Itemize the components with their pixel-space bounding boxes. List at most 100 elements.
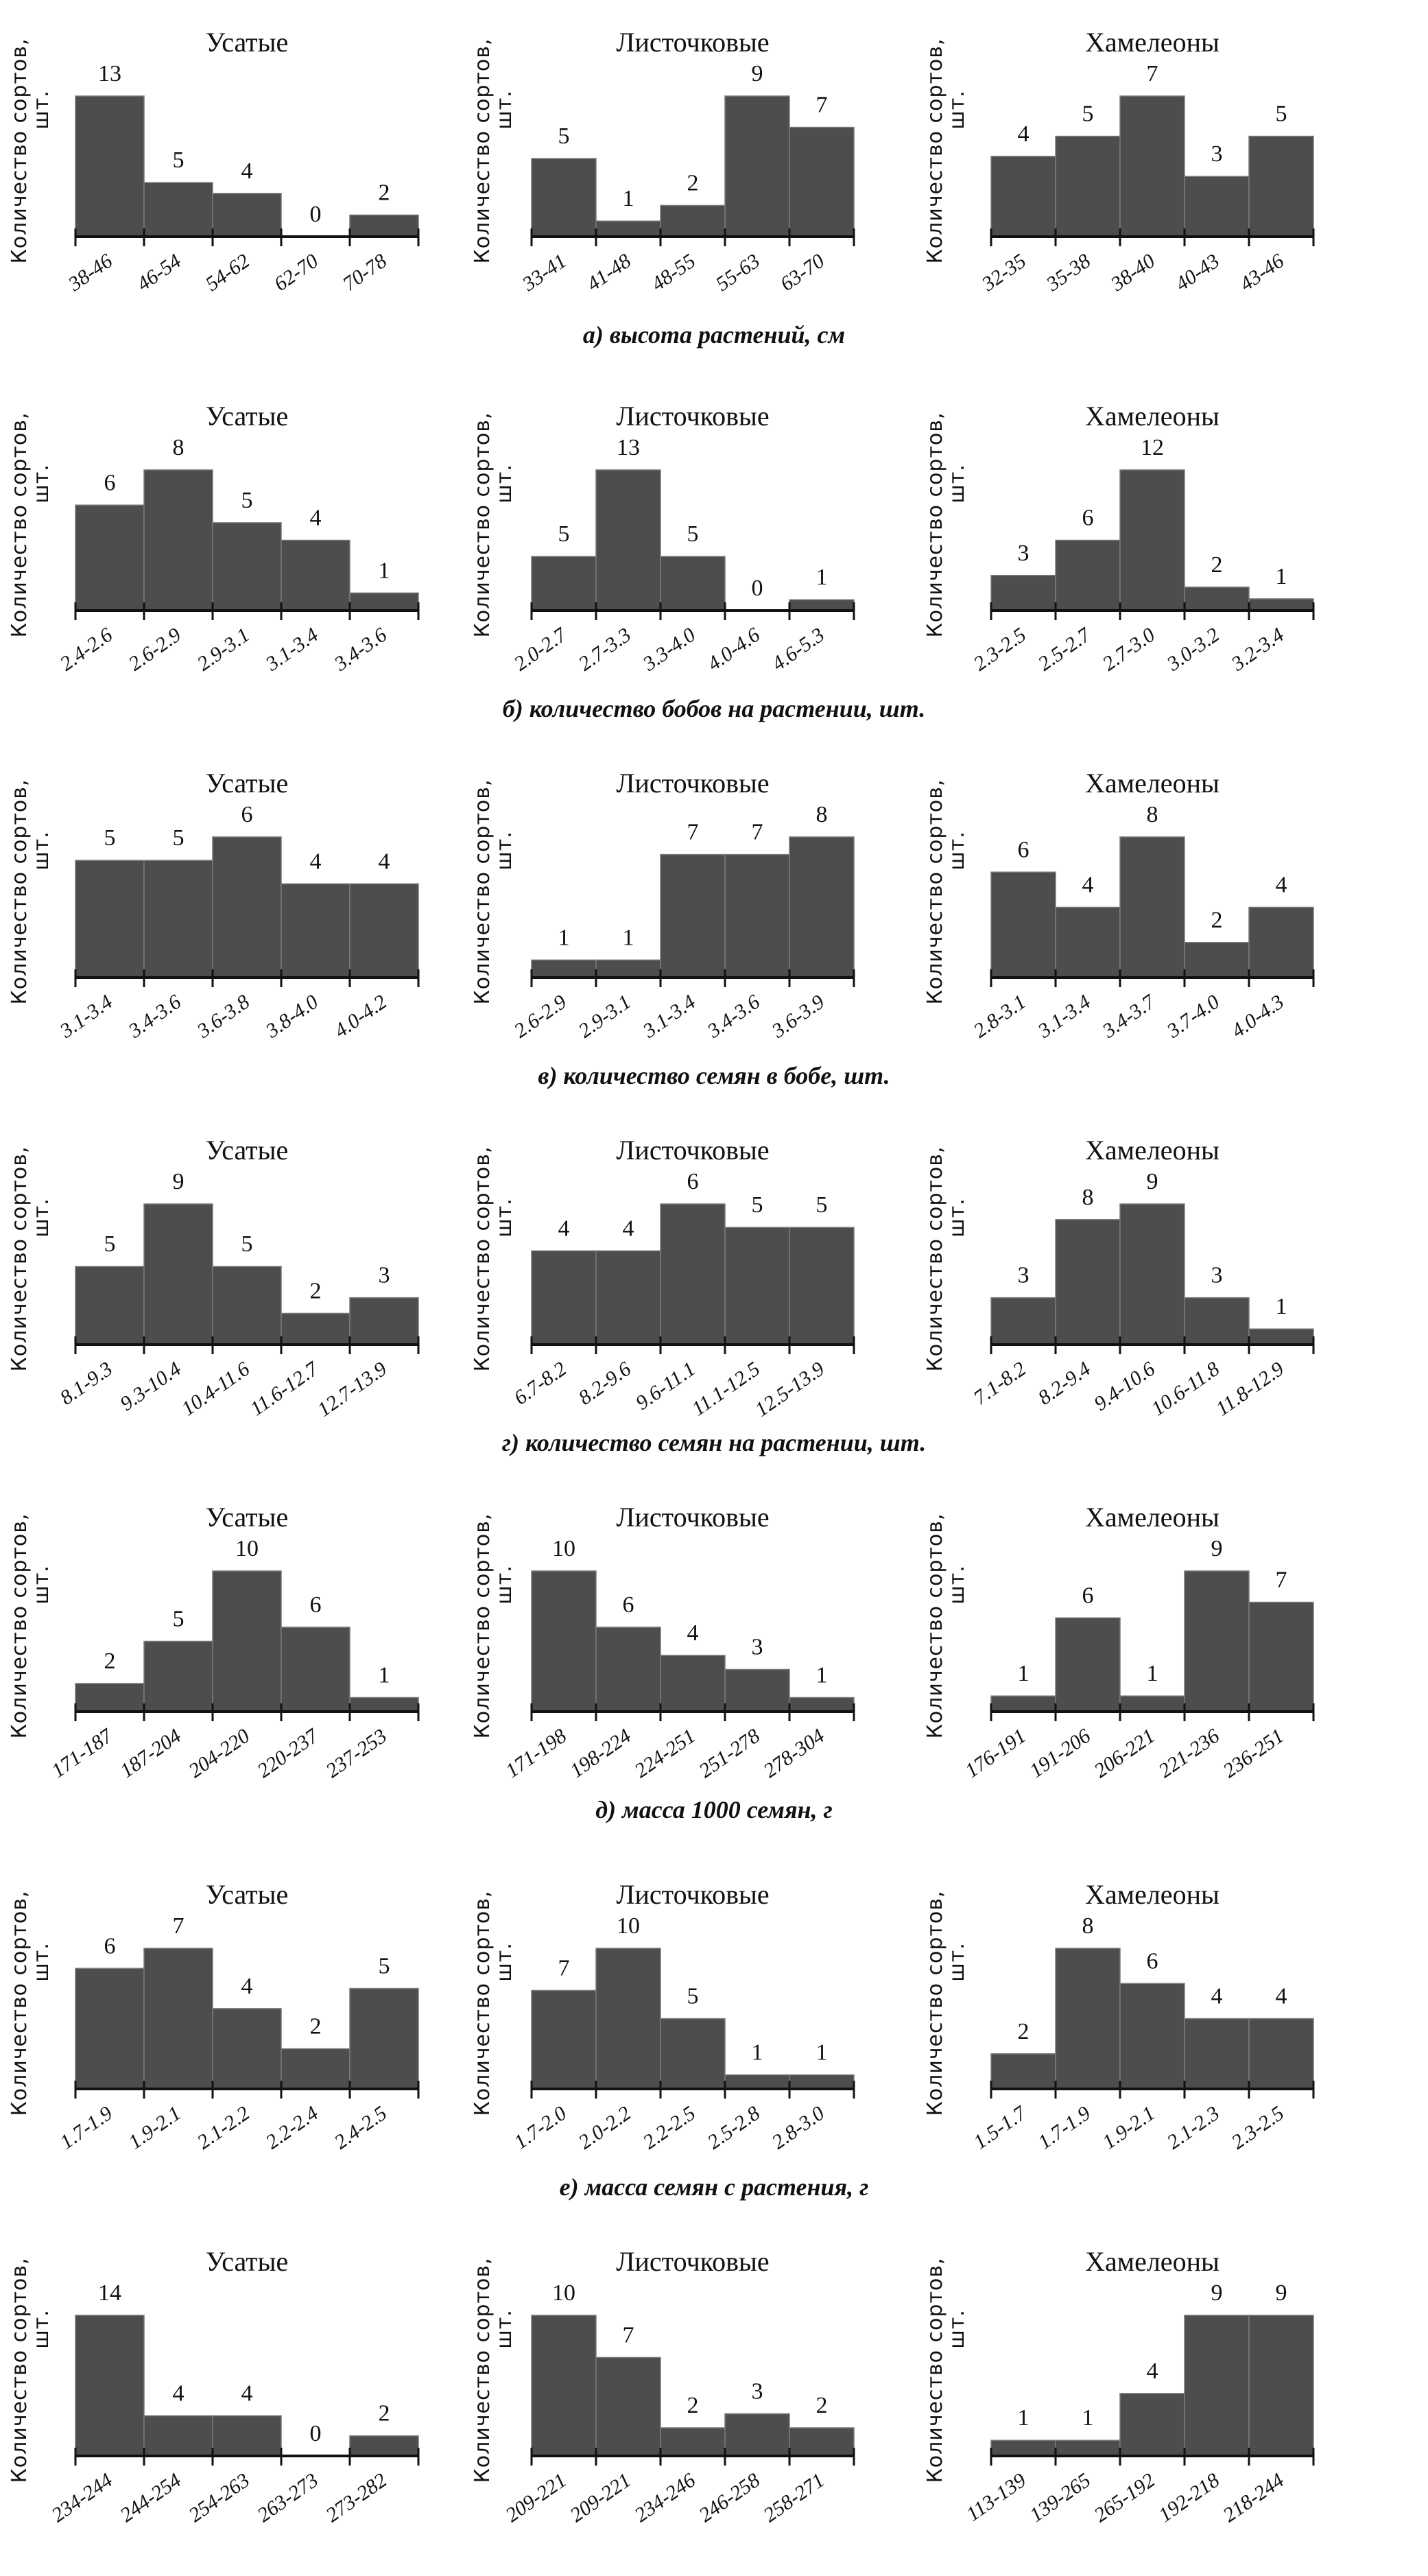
histogram-bar [349, 592, 419, 611]
x-tick-label: 2.6-2.9 [510, 991, 571, 1043]
x-tick-label: 9.3-10.4 [116, 1358, 185, 1415]
bar-value-label: 1 [1147, 1661, 1158, 1686]
histogram-bar [1184, 942, 1250, 978]
x-tick-label: 38-46 [64, 250, 117, 296]
bar-value-label: 4 [1276, 1984, 1287, 2009]
x-tick-label: 139-265 [1025, 2469, 1095, 2527]
x-tick-label: 2.1-2.2 [193, 2102, 254, 2154]
bar-value-label: 5 [173, 1607, 185, 1632]
histogram-panel: Усатые Количество сортов,шт. 5 9 5 2 3 8.1-9.3 9… [8, 1135, 420, 1421]
bar-value-label: 0 [310, 2421, 322, 2446]
histogram-bar [660, 204, 726, 237]
histogram-bar [212, 2415, 282, 2457]
x-tick-label: 10.6-11.8 [1147, 1358, 1224, 1421]
x-tick-label: 62-70 [270, 250, 322, 296]
histogram-bar [789, 1697, 855, 1712]
histogram-bar [1248, 1328, 1314, 1345]
histogram-bar [789, 836, 855, 978]
histogram-bar [789, 2074, 855, 2090]
bar-value-label: 2 [1211, 552, 1223, 578]
histogram-bar [1055, 906, 1121, 978]
histogram-bar [1055, 539, 1121, 611]
histogram-bar [1184, 587, 1250, 611]
bar-value-label: 1 [752, 2040, 763, 2066]
histogram-bar [789, 599, 855, 611]
y-axis-label: Количество сортов, [923, 412, 947, 638]
histogram-bar [660, 556, 726, 611]
bar-value-label: 3 [379, 1263, 390, 1288]
x-tick-label: 2.2-2.5 [639, 2102, 700, 2154]
histogram-bar [212, 1570, 282, 1712]
histogram-bar [990, 2439, 1056, 2457]
bar-value-label: 1 [558, 925, 570, 950]
x-tick-label: 55-63 [712, 250, 764, 296]
histogram-bar [595, 469, 661, 611]
histogram-bar [349, 1297, 419, 1345]
histogram-bar [660, 853, 726, 978]
histogram-bar [1248, 2018, 1314, 2090]
x-tick-label: 278-304 [759, 1725, 829, 1782]
bar-value-label: 2 [104, 1649, 116, 1674]
histogram-bar [143, 1948, 213, 2090]
bar-value-label: 4 [241, 158, 253, 184]
panel-title: Листочковые [616, 27, 769, 58]
panel-title: Хамелеоны [1085, 1135, 1219, 1166]
histogram-panel: Листочковые Количество сортов,шт. 1 1 7 7 8 2.6… [471, 768, 855, 1043]
x-tick-label: 2.2-2.4 [261, 2102, 322, 2154]
x-tick-label: 3.3-4.0 [639, 624, 700, 676]
bar-value-label: 9 [1211, 1536, 1223, 1561]
bar-value-label: 5 [241, 488, 253, 513]
bar-value-label: 7 [623, 2323, 634, 2348]
bar-value-label: 6 [104, 1933, 116, 1959]
bar-value-label: 3 [752, 2379, 763, 2404]
x-tick-label: 9.4-10.6 [1090, 1358, 1159, 1415]
x-tick-label: 220-237 [253, 1724, 323, 1783]
x-tick-label: 187-204 [116, 1725, 185, 1782]
bar-value-label: 10 [617, 1913, 640, 1939]
y-axis-label: Количество сортов, [471, 38, 495, 264]
x-tick-label: 258-271 [759, 2469, 829, 2527]
x-tick-label: 2.7-3.0 [1098, 624, 1159, 676]
bar-value-label: 4 [241, 2380, 253, 2406]
bar-value-label: 8 [1082, 1913, 1094, 1939]
bar-value-label: 8 [816, 802, 828, 827]
panel-title: Хамелеоны [1085, 401, 1219, 432]
x-tick-label: 2.8-3.0 [767, 2102, 829, 2154]
x-tick-label: 32-35 [977, 250, 1030, 296]
bar-value-label: 7 [752, 820, 763, 845]
panel-title: Усатые [206, 1879, 289, 1910]
histogram-bar [724, 2074, 790, 2090]
y-axis-label: Количество сортов, [471, 2258, 495, 2483]
bar-value-label: 13 [617, 435, 640, 460]
y-axis-unit: шт. [945, 1565, 969, 1604]
histogram-bar [724, 95, 790, 237]
row-caption: в) количество семян в бобе, шт. [538, 1062, 890, 1089]
bar-value-label: 2 [816, 2393, 828, 2418]
histogram-bar [1119, 2393, 1185, 2457]
bar-value-label: 5 [104, 1231, 116, 1257]
x-tick-label: 171-187 [47, 1724, 117, 1783]
bar-value-label: 6 [241, 802, 253, 827]
x-tick-label: 221-236 [1154, 1725, 1224, 1782]
y-axis-unit: шт. [945, 1942, 969, 1981]
bar-value-label: 5 [379, 1954, 390, 1979]
bar-value-label: 3 [1018, 541, 1030, 566]
bar-value-label: 1 [379, 1663, 390, 1688]
histogram-panel: Хамелеоны Количество сортов,шт. 6 4 8 2 4 2.8-3… [923, 768, 1315, 1043]
histogram-bar [595, 1627, 661, 1712]
x-tick-label: 1.9-2.1 [124, 2102, 185, 2154]
histogram-bar [212, 836, 282, 978]
bar-value-label: 4 [623, 1216, 634, 1241]
x-tick-label: 1.9-2.1 [1098, 2102, 1159, 2154]
bar-value-label: 7 [687, 820, 699, 845]
histogram-panel: Усатые Количество сортов,шт. 14 4 4 0 2 234-244… [8, 2246, 420, 2527]
bar-value-label: 7 [816, 93, 828, 118]
bar-value-label: 3 [752, 1635, 763, 1660]
panel-title: Листочковые [616, 1879, 769, 1910]
y-axis-label: Количество сортов, [923, 1513, 947, 1739]
bar-value-label: 10 [235, 1536, 259, 1561]
histogram-panel: Листочковые Количество сортов,шт. 5 1 2 9 7 33-… [471, 27, 855, 296]
panel-title: Листочковые [616, 1502, 769, 1533]
